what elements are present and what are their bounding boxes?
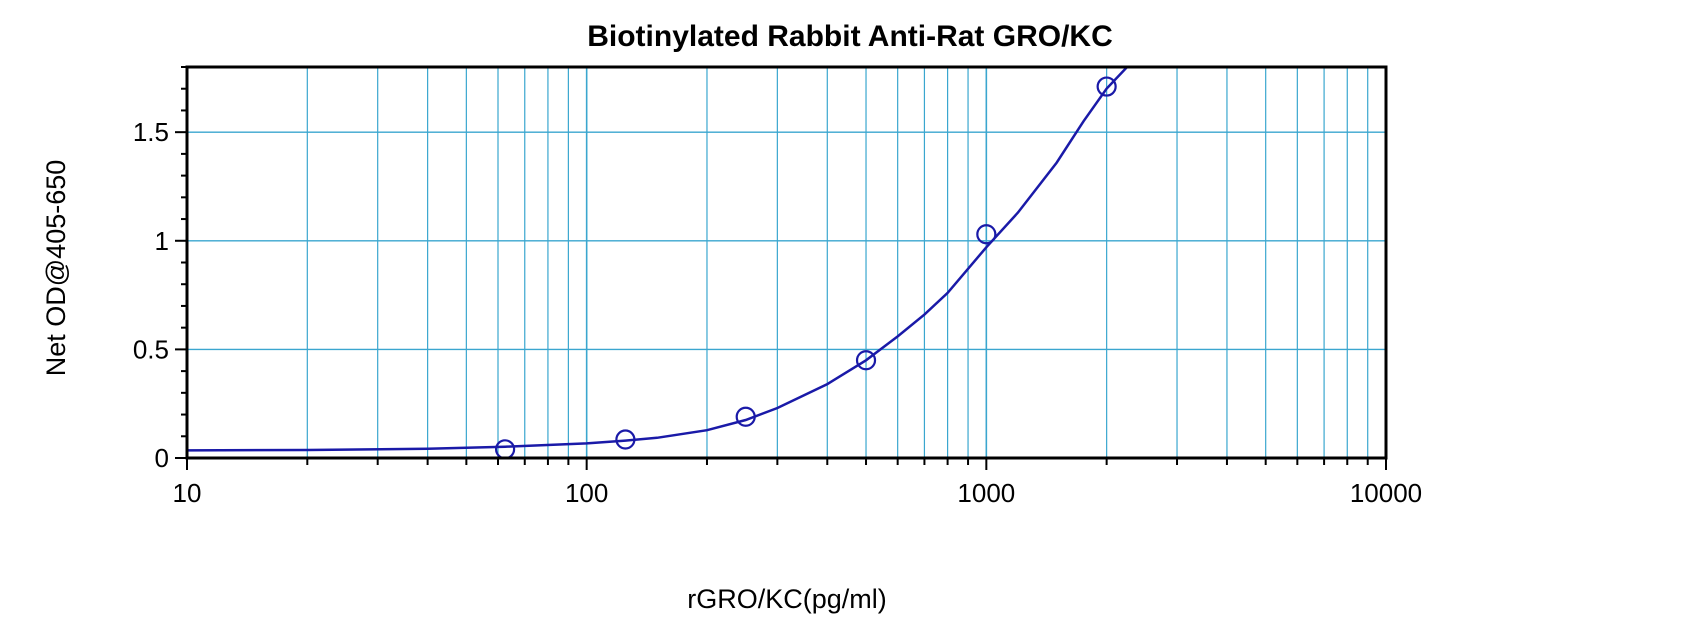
x-axis-label: rGRO/KC(pg/ml) [687, 584, 887, 614]
fitted-curve [187, 67, 1129, 452]
data-point [494, 439, 516, 460]
y-tick-label: 1.5 [133, 117, 169, 147]
grid-layer [187, 67, 1386, 458]
y-tick-label: 0.5 [133, 334, 169, 364]
data-point [735, 406, 756, 427]
data-point [1096, 76, 1117, 97]
x-tick-label: 10 [173, 478, 202, 508]
tick-layer: 10 100 1000 10000 0 0.5 1 1.5 [133, 66, 1422, 508]
plot-frame [185, 65, 1388, 460]
data-point [976, 224, 997, 245]
series-layer [187, 67, 1129, 460]
data-point [615, 429, 636, 450]
y-axis-label: Net OD@405-650 [41, 160, 71, 377]
data-point [855, 350, 877, 371]
y-tick-label: 1 [155, 226, 169, 256]
x-tick-label: 10000 [1350, 478, 1422, 508]
y-tick-label: 0 [155, 443, 169, 473]
chart-title: Biotinylated Rabbit Anti-Rat GRO/KC [587, 20, 1113, 53]
x-tick-label: 100 [565, 478, 608, 508]
x-tick-label: 1000 [957, 478, 1015, 508]
